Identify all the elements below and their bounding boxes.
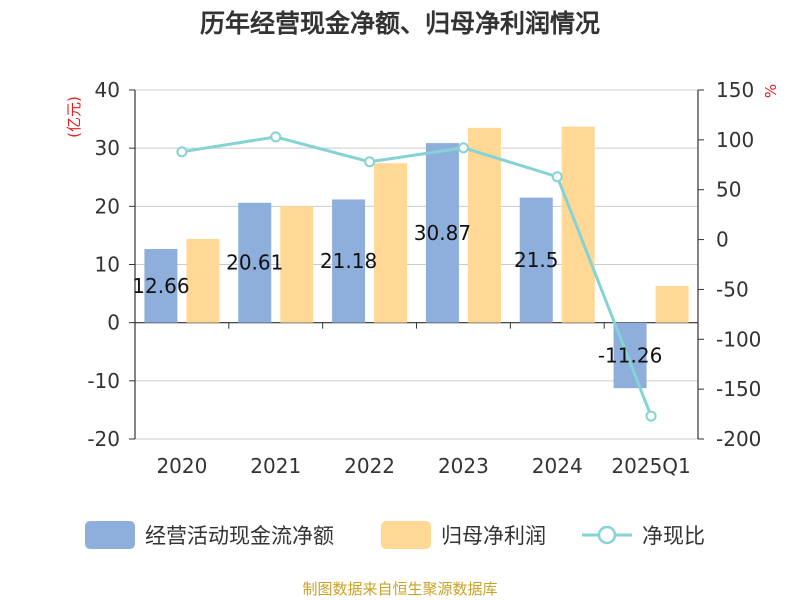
y-right-unit: % (762, 84, 780, 98)
y-left-tick-label: 30 (95, 136, 120, 160)
y-left-tick-label: 0 (107, 311, 120, 335)
cash-ratio-point (176, 146, 188, 158)
y-left-tick-label: 20 (95, 194, 120, 218)
net-profit-bar (655, 286, 689, 323)
cash-flow-data-label: 30.87 (414, 221, 471, 245)
x-tick-label: 2021 (250, 454, 301, 478)
cash-ratio-point (645, 410, 657, 422)
legend-swatch-cash-ratio-marker (597, 525, 617, 545)
chart-title: 历年经营现金净额、归母净利润情况 (199, 9, 600, 38)
y-left-tick-label: -20 (87, 427, 120, 451)
cash-flow-data-label: 21.18 (320, 249, 377, 273)
net-profit-bar (186, 238, 220, 323)
cash-flow-data-label: 20.61 (226, 251, 283, 275)
y-left-unit: (亿元) (65, 96, 83, 138)
y-left-tick-label: 40 (95, 78, 120, 102)
legend-label-net-profit: 归母净利润 (441, 524, 546, 548)
cash-ratio-line (181, 135, 653, 417)
cash-flow-bar (425, 143, 459, 323)
cash-flow-bar (519, 197, 553, 323)
cash-flow-bar (238, 202, 272, 323)
legend-label-cash-flow: 经营活动现金流净额 (145, 524, 334, 548)
y-right-tick-label: -50 (716, 277, 749, 301)
x-tick-label: 2020 (156, 454, 207, 478)
y-right-tick-label: -200 (716, 427, 761, 451)
cash-ratio-point (364, 156, 376, 168)
y-right-tick-label: 50 (716, 178, 741, 202)
y-left-tick-label: -10 (87, 369, 120, 393)
net-profit-bar (280, 206, 314, 323)
x-tick-label: 2023 (438, 454, 489, 478)
net-profit-bar (374, 163, 408, 323)
x-tick-label: 2022 (344, 454, 395, 478)
y-right-tick-label: -150 (716, 377, 761, 401)
x-tick-label: 2024 (532, 454, 583, 478)
y-left-tick-label: 10 (95, 253, 120, 277)
legend-label-cash-ratio: 净现比 (642, 524, 705, 548)
y-right-tick-label: -100 (716, 327, 761, 351)
y-right-tick-label: 100 (716, 128, 754, 152)
legend-swatch-cash-flow (85, 521, 135, 549)
cash-flow-bar (332, 199, 366, 323)
legend-swatch-net-profit (381, 521, 431, 549)
cash-flow-bar (144, 249, 178, 323)
x-tick-label: 2025Q1 (611, 454, 690, 478)
net-profit-bar (561, 126, 595, 323)
y-right-tick-label: 0 (716, 228, 729, 252)
cash-flow-data-label: 21.5 (514, 248, 559, 272)
cash-ratio-point (457, 142, 469, 154)
net-profit-bar (467, 127, 501, 323)
data-source-note: 制图数据来自恒生聚源数据库 (302, 580, 498, 598)
y-right-tick-label: 150 (716, 78, 754, 102)
cash-ratio-point (270, 131, 282, 143)
cash-ratio-point (551, 171, 563, 183)
cash-flow-data-label: 12.66 (132, 274, 189, 298)
cash-flow-data-label: -11.26 (598, 343, 662, 367)
